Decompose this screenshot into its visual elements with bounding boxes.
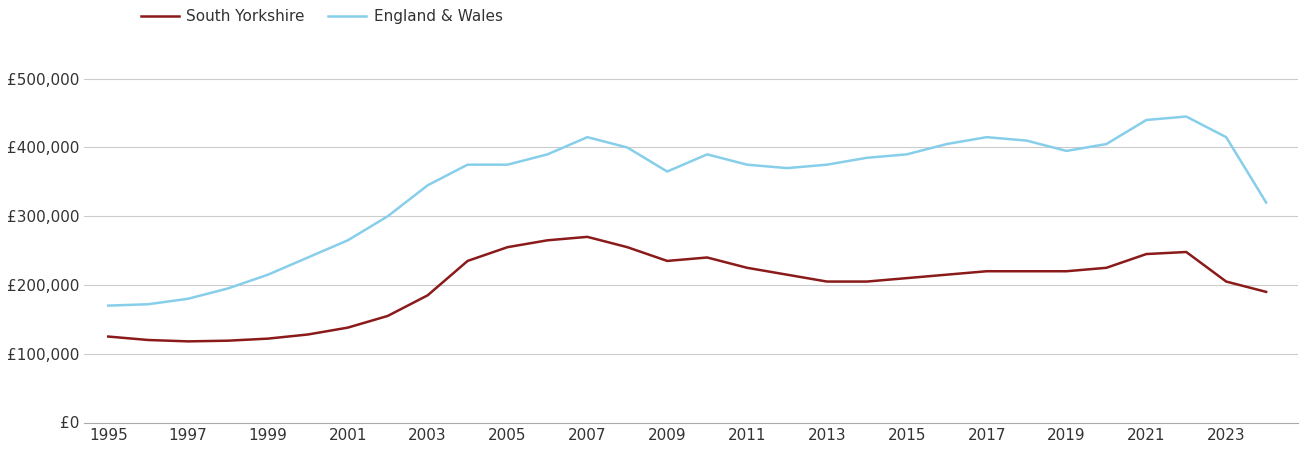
England & Wales	[180, 296, 196, 302]
South Yorkshire	[859, 279, 874, 284]
England & Wales	[1219, 135, 1235, 140]
England & Wales	[1178, 114, 1194, 119]
England & Wales	[500, 162, 515, 167]
England & Wales	[779, 166, 795, 171]
South Yorkshire	[938, 272, 954, 277]
South Yorkshire	[979, 269, 994, 274]
England & Wales	[1099, 141, 1114, 147]
South Yorkshire	[1058, 269, 1074, 274]
England & Wales	[100, 303, 116, 308]
South Yorkshire	[100, 334, 116, 339]
South Yorkshire	[1258, 289, 1274, 295]
England & Wales	[380, 214, 395, 219]
South Yorkshire	[300, 332, 316, 337]
South Yorkshire	[1099, 265, 1114, 270]
South Yorkshire	[659, 258, 675, 264]
South Yorkshire	[180, 339, 196, 344]
South Yorkshire	[380, 313, 395, 319]
England & Wales	[539, 152, 555, 157]
England & Wales	[820, 162, 835, 167]
South Yorkshire	[1178, 249, 1194, 255]
South Yorkshire	[260, 336, 275, 341]
South Yorkshire	[459, 258, 475, 264]
England & Wales	[1058, 148, 1074, 153]
England & Wales	[620, 145, 636, 150]
England & Wales	[859, 155, 874, 161]
England & Wales	[141, 302, 157, 307]
England & Wales	[938, 141, 954, 147]
South Yorkshire	[820, 279, 835, 284]
South Yorkshire	[341, 325, 356, 330]
South Yorkshire	[620, 244, 636, 250]
South Yorkshire	[579, 234, 595, 239]
Line: England & Wales: England & Wales	[108, 117, 1266, 306]
South Yorkshire	[500, 244, 515, 250]
South Yorkshire	[1219, 279, 1235, 284]
England & Wales	[579, 135, 595, 140]
South Yorkshire	[539, 238, 555, 243]
South Yorkshire	[899, 275, 915, 281]
South Yorkshire	[420, 292, 436, 298]
England & Wales	[341, 238, 356, 243]
South Yorkshire	[739, 265, 754, 270]
South Yorkshire	[1138, 252, 1154, 257]
South Yorkshire	[779, 272, 795, 277]
South Yorkshire	[141, 338, 157, 343]
England & Wales	[1138, 117, 1154, 123]
England & Wales	[1019, 138, 1035, 143]
England & Wales	[739, 162, 754, 167]
England & Wales	[221, 286, 236, 291]
England & Wales	[260, 272, 275, 277]
England & Wales	[699, 152, 715, 157]
Line: South Yorkshire: South Yorkshire	[108, 237, 1266, 342]
South Yorkshire	[699, 255, 715, 260]
England & Wales	[420, 183, 436, 188]
South Yorkshire	[1019, 269, 1035, 274]
England & Wales	[1258, 200, 1274, 205]
England & Wales	[979, 135, 994, 140]
Legend: South Yorkshire, England & Wales: South Yorkshire, England & Wales	[134, 3, 509, 30]
South Yorkshire	[221, 338, 236, 343]
England & Wales	[459, 162, 475, 167]
England & Wales	[300, 255, 316, 260]
England & Wales	[899, 152, 915, 157]
England & Wales	[659, 169, 675, 174]
